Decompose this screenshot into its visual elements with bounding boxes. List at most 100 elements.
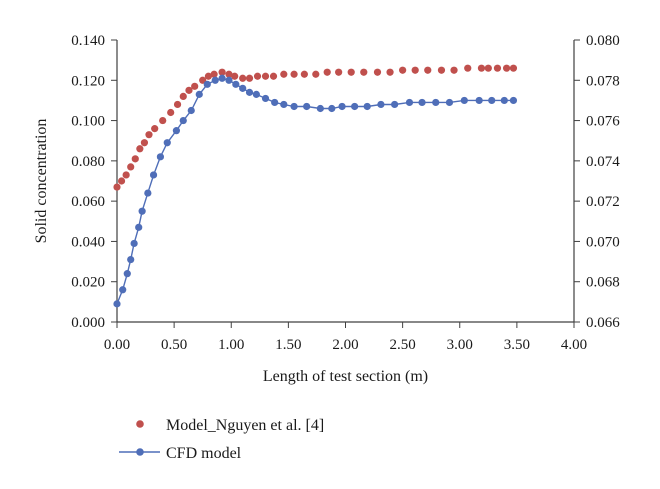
y-tick-label: 0.140 (71, 33, 105, 49)
data-point-cfd (290, 102, 298, 111)
data-point-model (484, 64, 492, 72)
data-point-model (464, 64, 472, 72)
data-point-model (477, 64, 486, 72)
data-point-cfd (195, 90, 203, 98)
series-model (113, 64, 518, 191)
data-point-cfd (432, 98, 440, 107)
data-point-model (117, 177, 126, 185)
data-point-model (127, 163, 135, 171)
y2-tick-label: 0.070 (586, 234, 620, 250)
data-point-cfd (232, 80, 240, 88)
data-point-model (509, 64, 518, 72)
data-point-cfd (144, 189, 152, 197)
data-point-model (225, 70, 233, 78)
data-point-cfd (500, 96, 508, 105)
data-point-cfd (127, 255, 135, 264)
y-axis-right-ticks: 0.066 0.068 0.070 0.072 0.074 0.076 0.078 0.080 (574, 33, 620, 331)
data-point-model (218, 68, 226, 76)
data-point-cfd (187, 106, 195, 115)
data-point-cfd (351, 102, 359, 111)
series-cfd (113, 74, 518, 308)
data-point-cfd (179, 116, 187, 125)
data-point-model (245, 74, 254, 82)
data-point-model (210, 70, 218, 78)
y-axis-label: Solid concentration (33, 119, 50, 244)
x-axis-label: Length of test section (m) (263, 368, 428, 385)
y-tick-label: 0.040 (71, 234, 105, 250)
data-point-cfd (218, 74, 226, 82)
data-point-cfd (488, 96, 496, 105)
x-tick-label: 1.00 (218, 337, 244, 353)
x-tick-label: 3.50 (504, 337, 530, 353)
data-point-cfd (363, 102, 371, 111)
y2-tick-label: 0.068 (586, 275, 620, 291)
data-point-model (191, 82, 199, 90)
x-tick-label: 4.00 (561, 337, 587, 353)
plot-area (113, 64, 518, 308)
data-point-cfd (123, 270, 131, 278)
chart-legend: Model_Nguyen et al. [4] CFD model (119, 417, 324, 462)
data-point-cfd (252, 90, 260, 98)
data-point-cfd (239, 84, 247, 92)
data-point-cfd (156, 153, 165, 161)
data-point-model (151, 125, 159, 133)
data-point-model (300, 70, 308, 78)
y-tick-label: 0.000 (71, 315, 105, 331)
y2-tick-label: 0.066 (586, 315, 620, 331)
legend-item-model: Model_Nguyen et al. [4] (136, 417, 324, 434)
data-point-model (373, 68, 382, 76)
data-point-cfd (245, 88, 254, 96)
legend-item-cfd: CFD model (119, 445, 242, 462)
data-point-model (280, 70, 288, 78)
data-point-model (411, 66, 419, 74)
legend-label-model: Model_Nguyen et al. [4] (166, 417, 324, 434)
data-point-cfd (138, 207, 146, 215)
y2-tick-label: 0.076 (586, 114, 620, 130)
data-point-cfd (261, 94, 270, 103)
data-point-model (136, 145, 144, 153)
y2-tick-label: 0.078 (586, 73, 620, 89)
data-point-cfd (135, 223, 143, 231)
data-point-model (312, 70, 320, 78)
y-tick-label: 0.060 (71, 194, 105, 210)
data-point-model (204, 72, 212, 80)
x-tick-label: 0.50 (161, 337, 187, 353)
data-point-cfd (225, 76, 233, 84)
data-point-model (450, 66, 458, 74)
x-tick-label: 0.00 (104, 337, 130, 353)
data-point-model (269, 72, 278, 80)
data-point-cfd (316, 104, 324, 113)
data-point-model (253, 72, 262, 80)
data-point-cfd (280, 100, 288, 109)
data-point-cfd (113, 300, 121, 308)
data-point-model (347, 68, 355, 76)
data-point-model (145, 131, 153, 139)
data-point-cfd (445, 98, 454, 107)
data-point-model (493, 64, 502, 72)
data-point-model (290, 70, 298, 78)
legend-marker-model (136, 420, 144, 428)
y2-tick-label: 0.074 (586, 154, 620, 170)
data-point-cfd (149, 171, 158, 179)
data-point-cfd (119, 286, 127, 294)
data-point-model (239, 74, 247, 82)
data-point-model (323, 68, 331, 76)
data-point-model (185, 86, 193, 94)
data-point-cfd (338, 102, 346, 111)
data-point-model (140, 139, 149, 147)
data-point-model (173, 100, 182, 109)
data-point-model (335, 68, 343, 76)
data-point-model (437, 66, 446, 74)
data-point-model (386, 68, 394, 76)
y-tick-label: 0.100 (71, 114, 105, 130)
data-point-cfd (303, 102, 311, 111)
data-point-model (122, 171, 130, 179)
data-point-cfd (328, 104, 336, 113)
y2-tick-label: 0.072 (586, 194, 620, 210)
data-point-model (261, 72, 270, 80)
data-point-cfd (377, 100, 385, 109)
x-tick-label: 2.00 (332, 337, 358, 353)
data-point-model (502, 64, 511, 72)
data-point-model (179, 92, 187, 100)
data-point-model (399, 66, 407, 74)
